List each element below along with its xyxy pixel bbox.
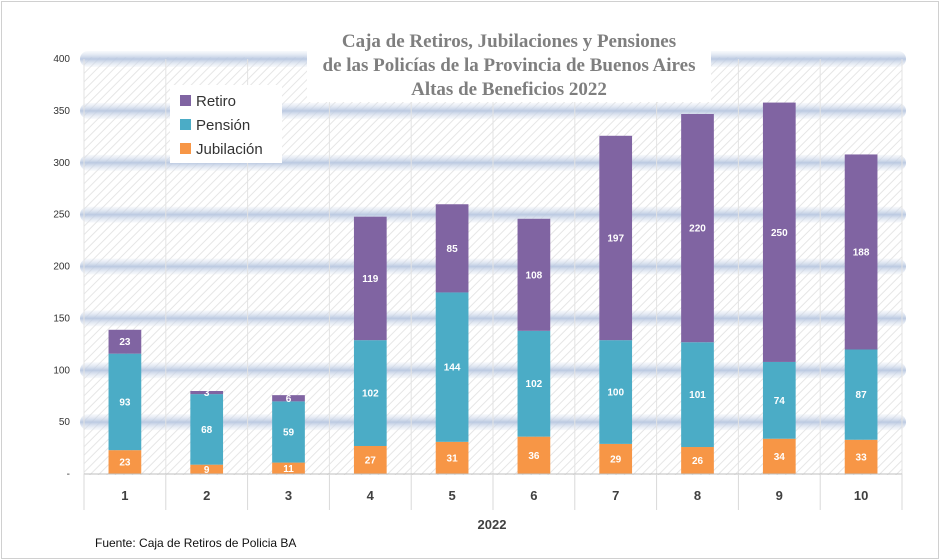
- data-label: 108: [526, 270, 543, 281]
- data-label: 85: [447, 244, 459, 255]
- data-label: 188: [853, 247, 870, 258]
- data-label: 6: [286, 394, 292, 405]
- bar-segment: [108, 450, 142, 474]
- data-label: 26: [692, 456, 704, 467]
- title-background: [307, 29, 711, 102]
- data-label: 59: [283, 427, 295, 438]
- bar-segment: [681, 342, 714, 448]
- x-tick-label: 2: [203, 488, 210, 503]
- bar-segment: [435, 292, 469, 442]
- data-label: 11: [283, 464, 294, 475]
- bars: 23 93 23 9 68 3 11 59 6 27 102 119 31 144 85 36 102 108 29…: [108, 102, 878, 476]
- bar-segment: [517, 330, 551, 437]
- x-tick-label: 10: [854, 488, 868, 503]
- data-label: 34: [774, 452, 786, 463]
- bar-segment: [517, 436, 551, 474]
- bar-segment: [762, 102, 796, 362]
- source-note: Fuente: Caja de Retiros de Policia BA: [95, 536, 296, 550]
- y-tick-label: 100: [53, 365, 70, 376]
- data-label: 119: [362, 274, 379, 285]
- bar-segment: [599, 340, 633, 444]
- y-tick-label: 200: [53, 262, 70, 273]
- data-label: 23: [119, 337, 131, 348]
- x-axis-label: 2022: [478, 517, 507, 532]
- bar-segment: [353, 340, 387, 446]
- bar-segment: [517, 218, 551, 331]
- data-label: 100: [607, 388, 624, 399]
- data-label: 250: [771, 228, 788, 239]
- x-tick-label: 8: [694, 488, 701, 503]
- data-label: 102: [526, 379, 543, 390]
- y-tick-label: 300: [53, 158, 70, 169]
- bar-segment: [353, 216, 387, 341]
- y-axis: - 50 100 150 200 250 300 350 400: [53, 54, 70, 480]
- data-label: 27: [365, 455, 377, 466]
- data-label: 9: [204, 465, 210, 476]
- data-label: 36: [528, 451, 540, 462]
- x-tick-label: 3: [285, 488, 292, 503]
- data-label: 23: [119, 458, 131, 469]
- bar-segment: [190, 394, 224, 465]
- data-label: 31: [447, 453, 459, 464]
- data-label: 144: [444, 363, 461, 374]
- bar-segment: [435, 441, 469, 474]
- title-line-1: Caja de Retiros, Jubilaciones y Pensione…: [342, 31, 676, 52]
- data-label: 33: [856, 452, 868, 463]
- bar-segment: [599, 135, 633, 341]
- legend-label: Retiro: [196, 93, 236, 110]
- bar-segment: [844, 154, 878, 350]
- legend-label: Pensión: [196, 117, 250, 134]
- bar-segment: [844, 439, 878, 474]
- y-tick-label: 50: [59, 417, 71, 428]
- bar-segment: [681, 113, 714, 343]
- data-label: 74: [774, 396, 786, 407]
- bar-segment: [190, 464, 224, 474]
- x-tick-label: 6: [530, 488, 537, 503]
- x-tick-label: 4: [367, 488, 375, 503]
- data-label: 93: [119, 397, 131, 408]
- legend-label: Jubilación: [196, 141, 263, 158]
- bar-segment: [353, 445, 387, 474]
- bar-segment: [435, 204, 469, 293]
- data-label: 3: [204, 388, 210, 399]
- legend-swatch: [180, 143, 191, 154]
- x-tick-label: 7: [612, 488, 619, 503]
- x-tick-label: 1: [121, 488, 128, 503]
- data-label: 101: [689, 390, 706, 401]
- bar-segment: [599, 443, 633, 474]
- data-label: 102: [362, 389, 379, 400]
- chart-title: Caja de Retiros, Jubilaciones y Pensione…: [307, 29, 711, 102]
- data-label: 29: [610, 454, 622, 465]
- x-tick-label: 9: [776, 488, 783, 503]
- bar-segment: [272, 462, 305, 474]
- y-tick-label: -: [67, 469, 70, 480]
- bar-segment: [108, 329, 142, 354]
- data-label: 68: [201, 425, 213, 436]
- bar-segment: [272, 401, 305, 463]
- bar-segment: [681, 447, 714, 474]
- legend-swatch: [180, 95, 191, 106]
- data-label: 87: [856, 390, 868, 401]
- bar-segment: [762, 438, 796, 474]
- y-tick-label: 350: [53, 106, 70, 117]
- bar-segment: [108, 353, 142, 451]
- bar-segment: [272, 395, 305, 402]
- data-label: 197: [607, 233, 624, 244]
- y-tick-label: 400: [53, 54, 70, 65]
- x-tick-label: 5: [448, 488, 455, 503]
- y-tick-label: 150: [53, 313, 70, 324]
- bar-segment: [762, 361, 796, 439]
- x-axis: 1 2 3 4 5 6 7 8 9 10: [83, 473, 903, 510]
- title-line-2: de las Policías de la Provincia de Bueno…: [323, 55, 696, 76]
- legend: Retiro Pensión Jubilación: [170, 85, 282, 163]
- title-line-3: Altas de Beneficios 2022: [411, 79, 607, 100]
- legend-swatch: [180, 119, 191, 130]
- bar-segment: [190, 391, 224, 395]
- y-tick-label: 250: [53, 210, 70, 221]
- bar-segment: [844, 349, 878, 440]
- data-label: 220: [689, 224, 706, 235]
